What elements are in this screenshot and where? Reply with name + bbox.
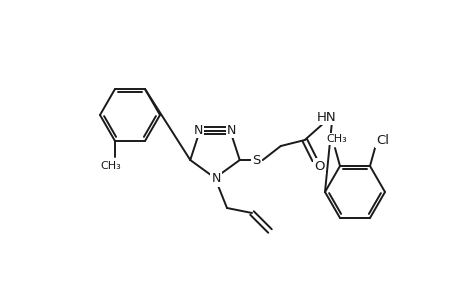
Text: N: N xyxy=(211,172,220,185)
Text: N: N xyxy=(194,124,203,137)
Text: Cl: Cl xyxy=(375,134,389,146)
Text: CH₃: CH₃ xyxy=(101,161,121,171)
Text: CH₃: CH₃ xyxy=(326,134,347,144)
Text: HN: HN xyxy=(316,110,336,124)
Text: S: S xyxy=(252,154,260,166)
Text: N: N xyxy=(226,124,235,137)
Text: O: O xyxy=(314,160,324,172)
